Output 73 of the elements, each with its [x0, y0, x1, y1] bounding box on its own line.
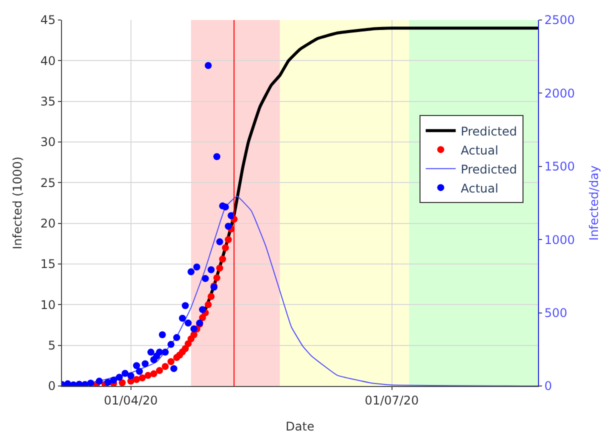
legend-label: Predicted	[460, 162, 518, 176]
y-axis-title: Infected (1000)	[10, 156, 25, 250]
y2-tick-label: 1500	[544, 160, 575, 174]
point	[222, 203, 229, 210]
point	[142, 360, 149, 368]
y-tick-label: 15	[40, 257, 56, 272]
point	[224, 236, 232, 244]
point	[190, 325, 198, 332]
point	[64, 380, 72, 386]
y-tick-label: 40	[40, 54, 56, 68]
point	[182, 302, 189, 310]
point	[133, 376, 140, 383]
point	[213, 274, 220, 282]
point	[204, 301, 212, 308]
x-axis-title: Date	[286, 419, 314, 434]
point	[76, 380, 83, 386]
point	[208, 293, 215, 300]
point	[222, 244, 229, 252]
point	[136, 368, 143, 375]
point	[184, 320, 192, 327]
point	[144, 372, 152, 379]
point	[199, 306, 206, 314]
point	[208, 266, 215, 274]
point	[204, 62, 212, 70]
y2-tick-label: 1000	[544, 232, 575, 247]
point	[122, 370, 129, 377]
point	[133, 362, 140, 370]
legend-label: Predicted	[460, 124, 518, 138]
y-tick-label: 45	[40, 13, 56, 28]
x-tick-label: 01/04/20	[104, 393, 158, 408]
point	[138, 374, 146, 382]
y-tick-label: 0	[48, 379, 56, 394]
point	[150, 370, 158, 378]
y-tick-label: 5	[48, 338, 56, 353]
point	[158, 331, 166, 338]
y-tick-label: 10	[40, 298, 56, 312]
point	[104, 378, 112, 386]
point	[170, 365, 178, 372]
point	[118, 379, 126, 386]
point	[96, 378, 103, 385]
legend-label: Actual	[460, 143, 498, 158]
y-tick-label: 30	[40, 135, 56, 150]
y2-tick-label: 2000	[544, 86, 575, 100]
point	[167, 358, 174, 366]
y2-tick-label: 2500	[544, 13, 575, 28]
y-tick-label: 25	[40, 176, 56, 190]
point	[167, 340, 174, 348]
point	[188, 268, 195, 276]
x-tick-label: 01/07/20	[364, 393, 419, 408]
point	[156, 348, 163, 356]
point	[213, 153, 220, 160]
point	[156, 367, 163, 374]
point	[178, 314, 186, 322]
y2-tick-label: 0	[544, 379, 552, 394]
point	[116, 374, 123, 381]
point	[87, 380, 94, 386]
point	[127, 372, 134, 380]
point	[193, 263, 200, 270]
legend-label: Actual	[460, 181, 498, 196]
y-tick-label: 35	[40, 94, 56, 109]
y2-axis-title: Infected/day	[586, 165, 601, 241]
y-tick-label: 20	[40, 216, 56, 231]
point	[110, 376, 118, 384]
point	[224, 222, 232, 230]
point	[219, 256, 226, 263]
point	[216, 238, 224, 246]
point	[147, 348, 154, 356]
point	[173, 334, 180, 342]
y2-tick-label: 500	[544, 306, 568, 320]
point	[162, 362, 169, 370]
point	[162, 348, 169, 356]
point	[216, 264, 224, 272]
point	[202, 275, 209, 282]
